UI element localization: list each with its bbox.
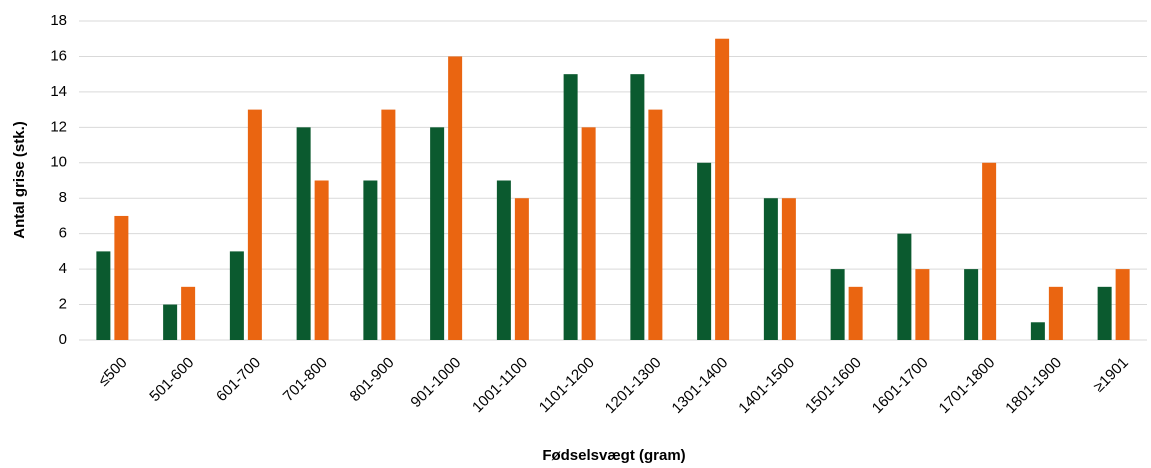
- x-axis-title: Fødselsvægt (gram): [542, 447, 685, 464]
- bar: [848, 286, 863, 340]
- bar: [1048, 286, 1063, 340]
- y-tick-label: 18: [50, 12, 67, 29]
- bar: [1030, 322, 1045, 340]
- x-tick-label: 901-1000: [407, 354, 464, 411]
- bar: [114, 215, 129, 340]
- bar: [247, 109, 262, 340]
- x-tick-label: 701-800: [280, 354, 331, 405]
- x-tick-label: 801-900: [347, 354, 398, 405]
- bar: [897, 233, 912, 340]
- bar: [697, 162, 712, 340]
- x-tick-label: 601-700: [213, 354, 264, 405]
- x-tick-label: 1701-1800: [936, 354, 999, 417]
- bar: [1115, 269, 1130, 340]
- x-tick-label: 1801-1900: [1002, 354, 1065, 417]
- x-tick-label: ≤500: [95, 354, 131, 390]
- bar: [381, 109, 396, 340]
- bar: [563, 74, 578, 341]
- y-tick-label: 16: [50, 47, 67, 64]
- bar: [496, 180, 511, 340]
- x-tick-label: 1401-1500: [735, 354, 798, 417]
- y-tick-label: 10: [50, 154, 67, 171]
- bar: [314, 180, 329, 340]
- y-tick-label: 4: [59, 260, 67, 277]
- bar: [763, 198, 778, 340]
- y-tick-label: 6: [59, 225, 67, 242]
- bar: [648, 109, 663, 340]
- x-tick-label: 1101-1200: [536, 354, 598, 416]
- bar: [830, 269, 845, 340]
- bar: [229, 251, 244, 340]
- bar: [630, 74, 645, 341]
- x-tick-label: 1601-1700: [869, 354, 932, 417]
- y-tick-label: 0: [59, 331, 67, 348]
- y-tick-label: 12: [50, 118, 67, 135]
- bar: [296, 127, 311, 340]
- bar: [181, 286, 196, 340]
- x-tick-label: 1301-1400: [669, 354, 732, 417]
- bar: [982, 162, 997, 340]
- y-tick-label: 2: [59, 296, 67, 313]
- bar: [781, 198, 796, 340]
- bar: [715, 38, 730, 340]
- bar: [1097, 286, 1112, 340]
- x-tick-label: ≥1901: [1090, 354, 1131, 395]
- bar: [96, 251, 111, 340]
- bar: [514, 198, 529, 340]
- bar: [964, 269, 979, 340]
- bar: [915, 269, 930, 340]
- x-tick-label: 1201-1300: [602, 354, 665, 417]
- bar: [581, 127, 596, 340]
- y-tick-label: 14: [50, 83, 67, 100]
- bar: [363, 180, 378, 340]
- bar: [448, 56, 463, 340]
- x-tick-label: 501-600: [146, 354, 197, 405]
- x-tick-label: 1501-1600: [802, 354, 865, 417]
- bar: [163, 304, 178, 340]
- y-tick-label: 8: [59, 189, 67, 206]
- y-axis-title: Antal grise (stk.): [11, 121, 28, 239]
- x-tick-label: 1001-1100: [469, 354, 531, 416]
- bar: [430, 127, 445, 340]
